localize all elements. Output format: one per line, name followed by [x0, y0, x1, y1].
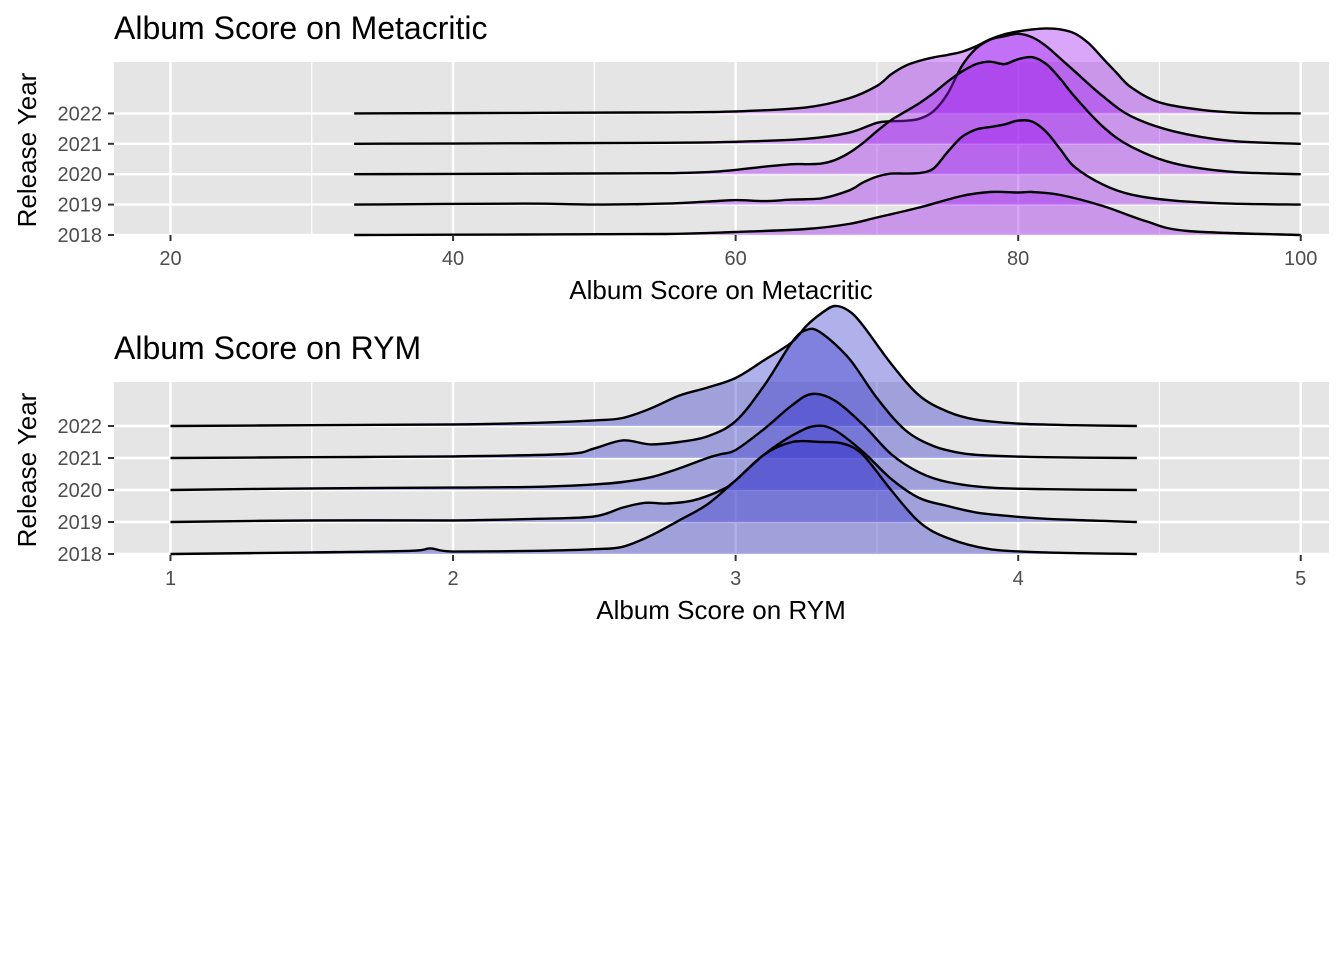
ridge-line-2020: [170, 392, 1137, 492]
ridge-fill-2022: [170, 305, 1137, 426]
y-tick-label-2022: 2022: [58, 103, 103, 125]
y-tick-label-2022: 2022: [58, 416, 103, 438]
metacritic-x-axis: 20 40 60 80 100: [159, 235, 1317, 270]
y-tick-label-2019: 2019: [58, 512, 103, 534]
x-tick-label-60: 60: [725, 248, 747, 270]
metacritic-chart-title: Album Score on Metacritic: [114, 10, 487, 46]
ridge-fill-2019: [354, 120, 1301, 205]
ridge-2018: [354, 190, 1301, 237]
x-tick-label-40: 40: [442, 248, 464, 270]
y-tick-label-2019: 2019: [58, 195, 103, 217]
ridge-2021: [170, 327, 1137, 460]
x-tick-label-20: 20: [159, 248, 181, 270]
ridge-line-2021: [354, 32, 1301, 145]
rym-ridgeline-panel: Album Score on RYM 20182019202020212022 …: [12, 304, 1329, 625]
x-tick-label-100: 100: [1284, 248, 1317, 270]
ridge-fill-2022: [354, 28, 1301, 114]
metacritic-y-axis-title: Release Year: [12, 72, 42, 227]
rym-x-axis-title: Album Score on RYM: [596, 595, 846, 625]
y-tick-label-2018: 2018: [58, 225, 103, 247]
ridge-fill-2018: [170, 440, 1137, 554]
rym-x-axis: 1 2 3 4 5: [165, 555, 1306, 590]
ridge-2021: [354, 32, 1301, 145]
x-tick-label-5: 5: [1295, 568, 1306, 590]
rym-y-axis-title: Release Year: [12, 392, 42, 547]
metacritic-y-axis: 2018 2019 2020 2021 2022: [58, 103, 114, 247]
metacritic-ridgeline-panel: Album Score on Metacritic 20182019202020…: [12, 10, 1329, 305]
y-tick-label-2020: 2020: [58, 480, 103, 502]
metacritic-ridges: [354, 27, 1301, 237]
ridge-2020: [170, 392, 1137, 492]
x-tick-label-1: 1: [165, 568, 176, 590]
ridge-fill-2020: [170, 393, 1137, 490]
ridge-fill-2021: [170, 328, 1137, 458]
x-tick-label-80: 80: [1007, 248, 1029, 270]
rym-ridges: [170, 304, 1137, 556]
ridge-line-2021: [170, 327, 1137, 460]
x-tick-label-3: 3: [730, 568, 741, 590]
rym-chart-title: Album Score on RYM: [114, 330, 421, 366]
metacritic-plot-background: [114, 62, 1329, 235]
metacritic-x-axis-title: Album Score on Metacritic: [569, 275, 872, 305]
ridge-fill-2019: [170, 425, 1137, 522]
ridge-line-2018: [170, 439, 1137, 556]
rym-y-axis: 2018 2019 2020 2021 2022: [58, 416, 114, 566]
ridge-fill-2018: [354, 191, 1301, 235]
ridge-fill-2020: [354, 56, 1301, 175]
ridge-2018: [170, 439, 1137, 556]
y-tick-label-2018: 2018: [58, 544, 103, 566]
x-tick-label-2: 2: [448, 568, 459, 590]
ridge-line-2018: [354, 190, 1301, 237]
ridge-2019: [354, 118, 1301, 206]
ridge-line-2019: [354, 118, 1301, 206]
ridge-2020: [354, 55, 1301, 176]
y-tick-label-2021: 2021: [58, 448, 103, 470]
x-tick-label-4: 4: [1013, 568, 1024, 590]
y-tick-label-2020: 2020: [58, 164, 103, 186]
rym-plot-background: [114, 382, 1329, 555]
y-tick-label-2021: 2021: [58, 134, 103, 156]
ridge-line-2020: [354, 55, 1301, 176]
ridge-fill-2021: [354, 33, 1301, 144]
